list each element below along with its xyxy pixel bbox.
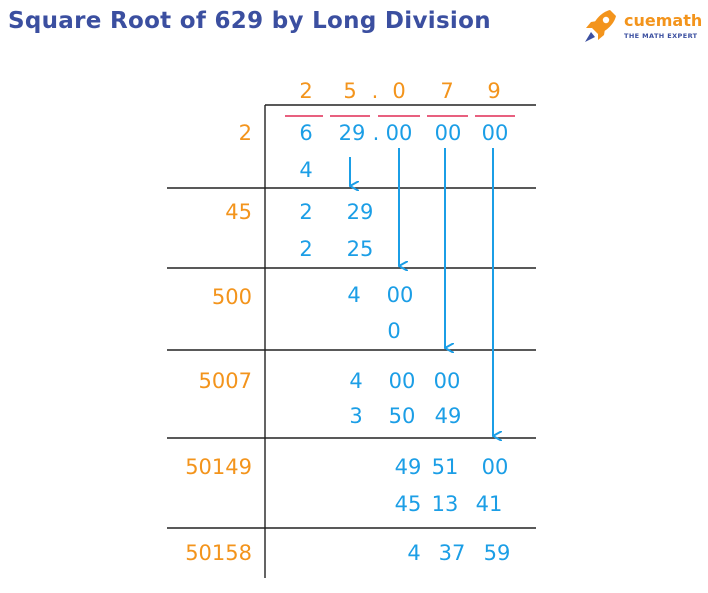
subtrahend: 3: [349, 404, 362, 428]
quotient-digit: 2: [299, 79, 312, 103]
remainder: 29: [347, 200, 374, 224]
page-title: Square Root of 629 by Long Division: [8, 8, 491, 34]
divisor: 500: [212, 285, 252, 309]
subtrahend: 0: [387, 319, 400, 343]
final-remainder: 59: [484, 541, 511, 565]
quotient-digit: 7: [440, 79, 453, 103]
subtrahend: 45: [395, 492, 422, 516]
remainder: 00: [434, 369, 461, 393]
subtrahend: 2: [299, 237, 312, 261]
dividend-group: 6: [299, 121, 312, 145]
divisor: 50158: [185, 541, 252, 565]
remainder: 51: [432, 455, 459, 479]
subtrahend: 50: [389, 404, 416, 428]
remainder: 4: [347, 283, 360, 307]
quotient-decimal-point: .: [372, 79, 379, 103]
quotient-digit: 5: [343, 79, 356, 103]
subtrahend: 4: [299, 158, 312, 182]
remainder: 00: [387, 283, 414, 307]
rocket-icon: [585, 10, 616, 42]
dividend-group: 00: [386, 121, 413, 145]
subtrahend: 49: [435, 404, 462, 428]
quotient-digit: 9: [487, 79, 500, 103]
remainder: 4: [349, 369, 362, 393]
divisor: 45: [225, 200, 252, 224]
divisor: 50149: [185, 455, 252, 479]
remainder: 49: [395, 455, 422, 479]
cuemath-logo: cuemath THE MATH EXPERT: [580, 6, 702, 48]
dividend-group: 00: [435, 121, 462, 145]
remainder: 2: [299, 200, 312, 224]
remainder: 00: [482, 455, 509, 479]
logo-tagline: THE MATH EXPERT: [624, 32, 698, 40]
remainder: 00: [389, 369, 416, 393]
subtrahend: 13: [432, 492, 459, 516]
final-remainder: 37: [439, 541, 466, 565]
logo-brand: cuemath: [624, 11, 703, 30]
dividend-group: 29: [339, 121, 366, 145]
divisor: 5007: [199, 369, 252, 393]
divisor: 2: [239, 121, 252, 145]
subtrahend: 41: [476, 492, 503, 516]
final-remainder: 4: [407, 541, 420, 565]
subtrahend: 25: [347, 237, 374, 261]
quotient-digit: 0: [392, 79, 405, 103]
dividend-group: 00: [482, 121, 509, 145]
dividend-decimal-point: .: [373, 121, 380, 145]
